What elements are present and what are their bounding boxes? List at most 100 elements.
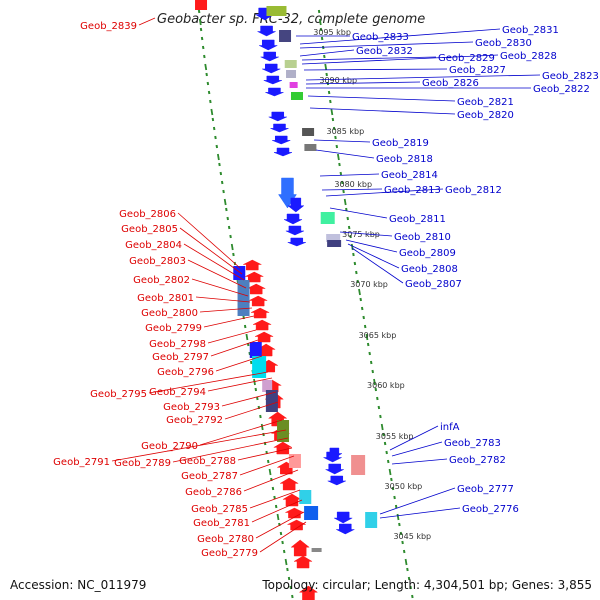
gene-block (302, 128, 315, 136)
gene-arrow (268, 111, 287, 122)
gene-arrow (272, 441, 293, 455)
gene-label: Geob_2806 (119, 209, 176, 220)
gene-block (252, 356, 267, 378)
inner-ring-tick (281, 540, 284, 545)
outer-ring-tick (332, 126, 336, 131)
gene-label: Geob_2789 (114, 458, 171, 469)
outer-ring-tick (353, 261, 357, 266)
outer-ring-tick (406, 567, 409, 572)
label-leader (138, 17, 156, 26)
inner-ring-tick (220, 180, 224, 185)
gene-label: Geob_2799 (145, 323, 202, 334)
gene-label: Geob_2827 (449, 65, 506, 76)
inner-ring-tick (274, 504, 278, 509)
inner-ring-tick (249, 360, 253, 365)
outer-ring-tick (349, 234, 352, 239)
inner-ring-tick (268, 468, 272, 476)
gene-block (299, 490, 312, 504)
label-leader (251, 499, 303, 523)
outer-ring-tick (338, 162, 341, 167)
outer-ring-tick (352, 252, 355, 257)
gene-label: Geob_2783 (444, 438, 501, 449)
label-leader (195, 296, 251, 303)
outer-ring-tick (373, 378, 376, 386)
kbp-mark: 3095 kbp (313, 28, 351, 37)
inner-ring-tick (209, 99, 212, 104)
gene-label: Geob_2822 (533, 84, 590, 95)
label-leader (313, 139, 371, 143)
outer-ring-tick (323, 54, 326, 59)
gene-arrow (251, 307, 270, 319)
gene-label: Geob_2788 (179, 456, 236, 467)
label-leader (210, 339, 259, 357)
gene-arrow (279, 477, 300, 491)
inner-ring-tick (232, 252, 235, 257)
gene-label: Geob_2829 (438, 53, 495, 64)
gene-block (249, 342, 262, 358)
inner-ring-tick (210, 108, 214, 116)
label-leader (259, 521, 307, 553)
label-leader (207, 329, 257, 344)
outer-ring-tick (365, 333, 369, 341)
gene-label-layer: Geob_2831 Geob_2830 Geob_2833 Geob_2832 Geob… (53, 21, 599, 559)
gene-label: Geob_2807 (405, 279, 462, 290)
gene-label: Geob_2831 (502, 25, 559, 36)
inner-ring-tick (207, 90, 211, 95)
gene-label: Geob_2819 (372, 138, 429, 149)
gene-label: Geob_2798 (149, 339, 206, 350)
accession-text: Accession: NC_011979 (10, 578, 147, 592)
gene-label: infA (440, 422, 460, 433)
ring-layer: 3095 kbp 3090 kbp 3085 kbp 3080 kbp 3075 kbp… (199, 10, 431, 599)
gene-block (277, 420, 290, 442)
gene-label: Geob_2782 (449, 455, 506, 466)
gene-label: Geob_2777 (457, 484, 514, 495)
outer-ring-tick (388, 468, 392, 476)
kbp-mark: 3065 kbp (359, 331, 397, 340)
inner-ring-tick (286, 567, 289, 572)
outer-ring-tick (359, 297, 362, 302)
outer-ring-tick (377, 405, 381, 410)
label-leader (249, 489, 301, 509)
label-leader (148, 371, 269, 394)
inner-ring-tick (256, 396, 259, 401)
inner-ring-tick (201, 45, 205, 50)
inner-ring-tick (230, 243, 234, 251)
outer-ring-tick (362, 315, 365, 320)
inner-ring-tick (211, 117, 215, 122)
inner-ring-tick (289, 585, 292, 590)
label-leader (237, 447, 293, 461)
gene-arrow (283, 213, 303, 225)
gene-arrow (287, 237, 306, 247)
outer-ring-tick (401, 540, 404, 545)
gene-label: Geob_2776 (462, 504, 519, 515)
inner-ring-tick (245, 333, 249, 341)
outer-ring-tick (358, 288, 361, 296)
outer-ring-tick (343, 198, 347, 206)
outer-ring-tick (409, 585, 412, 590)
label-leader (379, 487, 456, 515)
inner-ring-tick (204, 63, 208, 71)
gene-label: Geob_2812 (445, 185, 502, 196)
label-leader (345, 239, 398, 253)
label-leader-layer (111, 17, 541, 553)
outer-ring-tick (393, 495, 396, 500)
inner-ring-tick (226, 216, 229, 221)
gene-arrow (334, 511, 353, 524)
inner-ring-tick (206, 81, 210, 86)
kbp-mark: 3075 kbp (342, 230, 380, 239)
label-leader (177, 212, 241, 269)
label-leader (299, 28, 501, 45)
gene-label: Geob_2787 (181, 471, 238, 482)
gene-arrow (273, 147, 293, 157)
label-leader (203, 315, 255, 328)
gene-block (290, 92, 303, 100)
gene-arrow (336, 523, 355, 535)
outer-ring-tick (363, 324, 367, 329)
outer-ring-tick (369, 360, 373, 365)
gene-block (326, 234, 341, 242)
gene-arrow (272, 135, 291, 145)
inner-ring-tick (271, 486, 275, 491)
kbp-mark: 3080 kbp (334, 180, 372, 189)
label-leader (207, 377, 273, 392)
